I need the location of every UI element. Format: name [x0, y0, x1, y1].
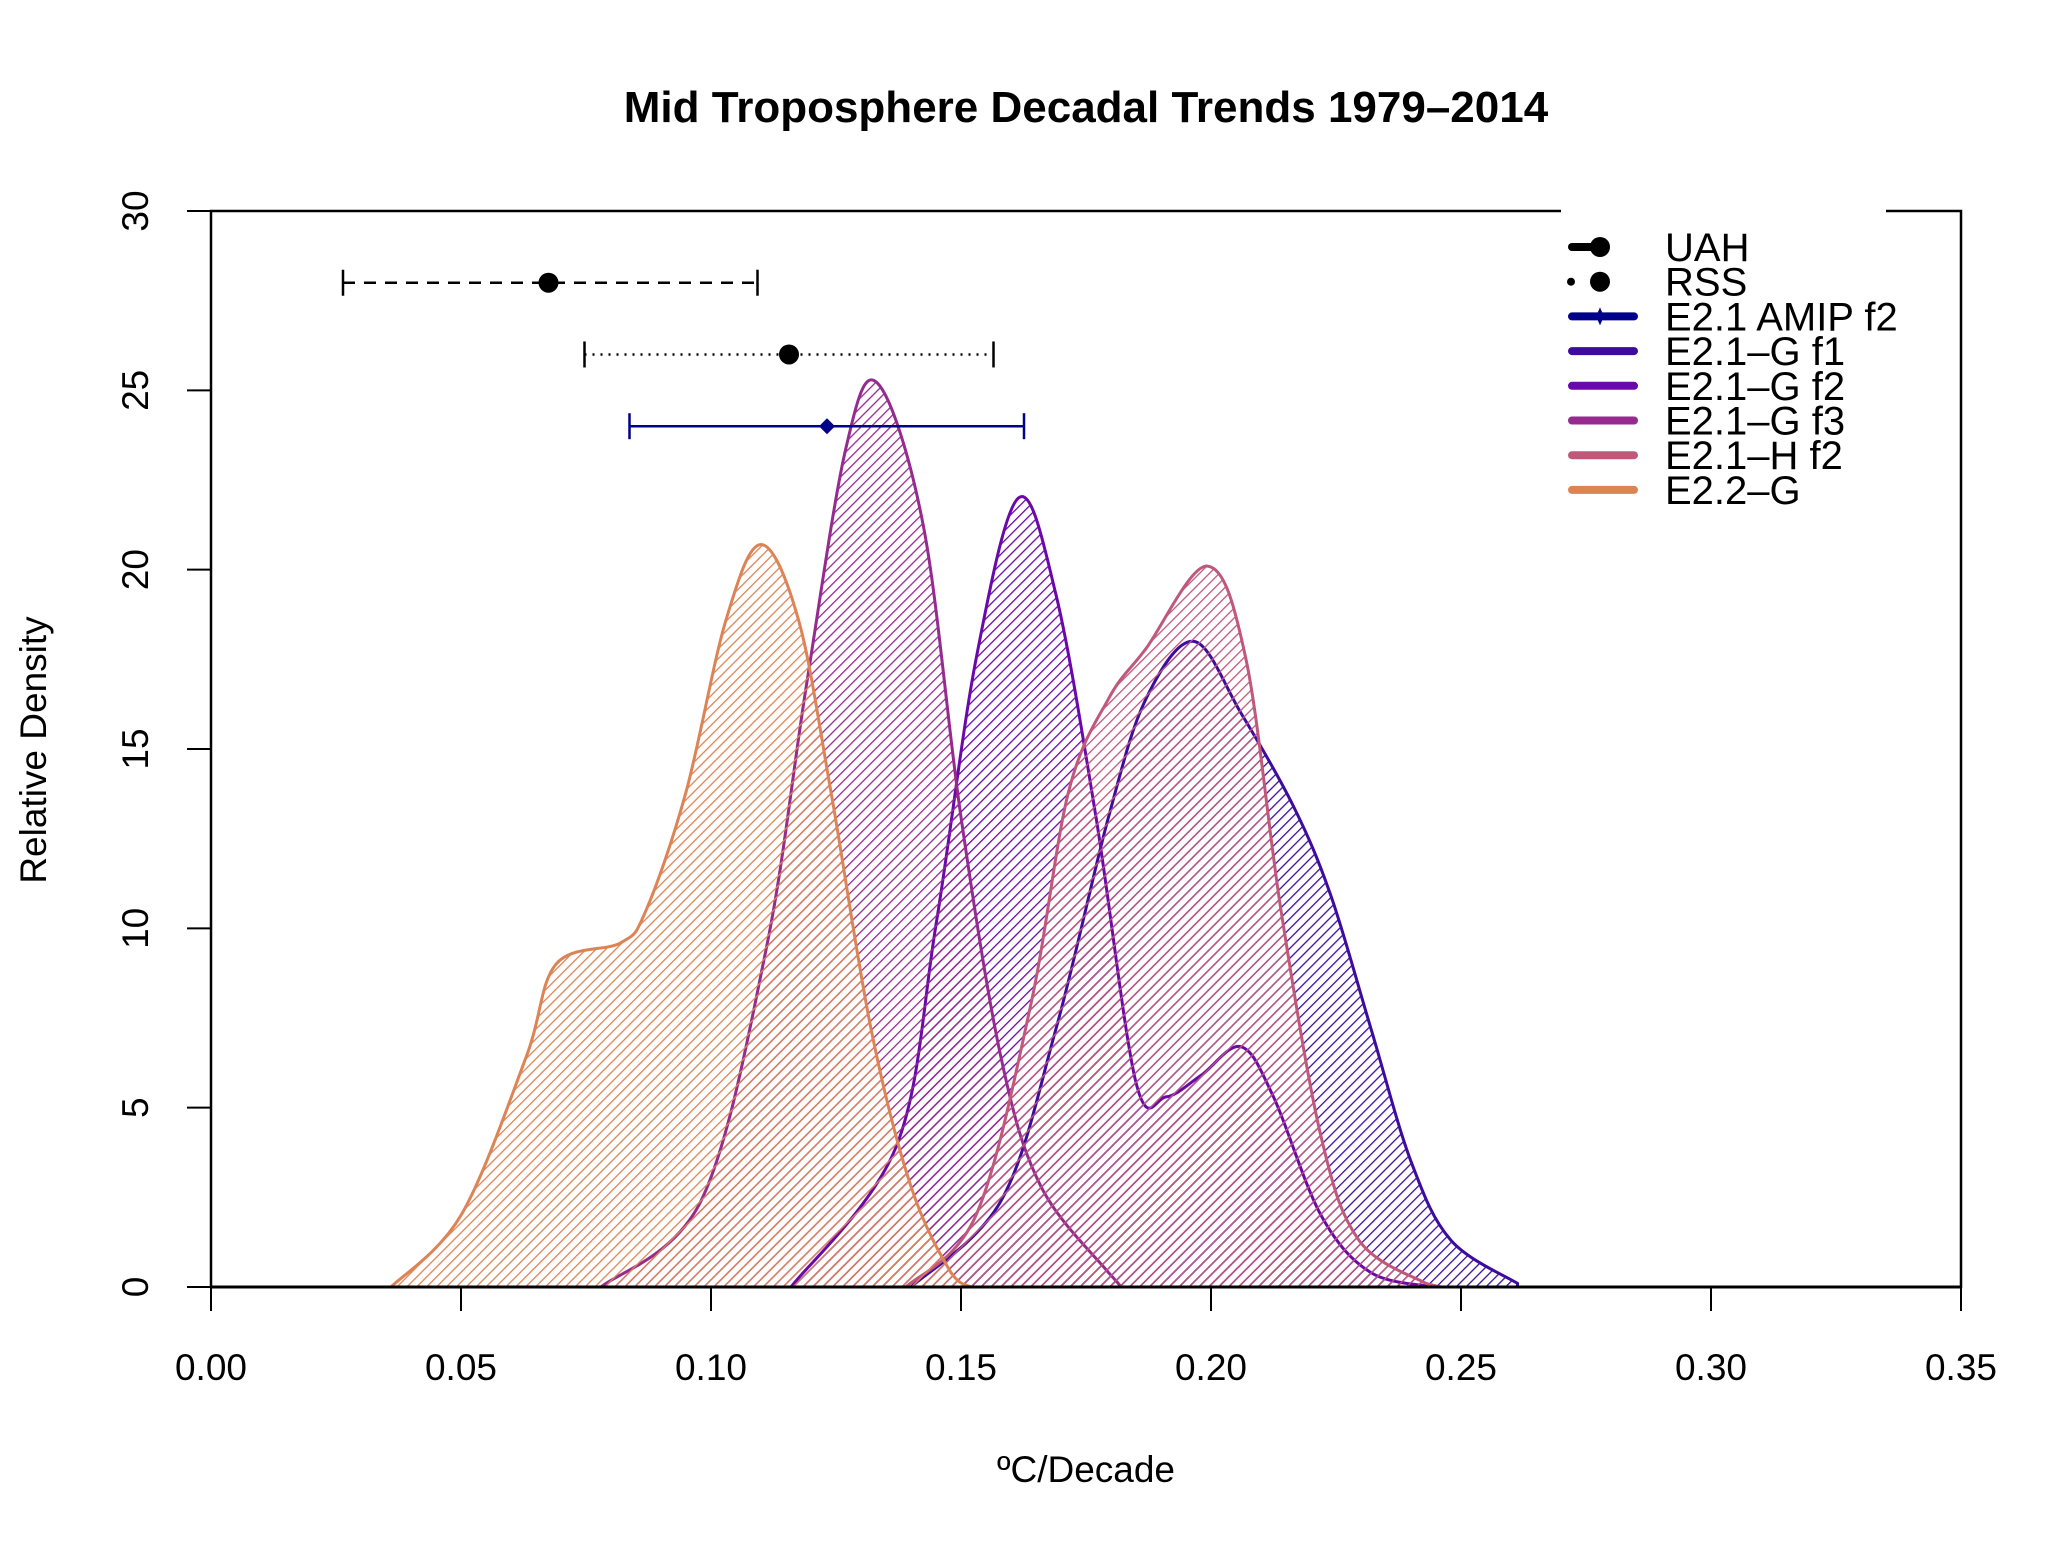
legend-label: E2.1–G f1 — [1665, 330, 1845, 374]
y-tick-label: 25 — [115, 370, 156, 411]
observation-error-bars — [341, 269, 1026, 440]
legend-label: E2.1–H f2 — [1665, 434, 1843, 478]
legend-label: E2.2–G — [1665, 469, 1801, 513]
chart-title: Mid Troposphere Decadal Trends 1979–2014 — [624, 83, 1549, 132]
legend-swatch — [1567, 277, 1575, 286]
y-axis-label: Relative Density — [13, 616, 54, 884]
x-tick-label: 0.00 — [175, 1347, 247, 1388]
x-tick-label: 0.35 — [1925, 1347, 1997, 1388]
legend-label: E2.1–G f2 — [1665, 365, 1845, 409]
legend-item: E2.1–G f1 — [1568, 330, 1845, 374]
legend-item: E2.1 AMIP f2 — [1568, 295, 1898, 339]
legend-label: E2.1 AMIP f2 — [1665, 295, 1898, 339]
legend-label: RSS — [1665, 261, 1747, 305]
legend-item: E2.1–G f2 — [1568, 365, 1845, 409]
error-bar-center-marker — [819, 418, 835, 435]
x-tick-label: 0.20 — [1175, 1347, 1247, 1388]
y-tick-label: 0 — [115, 1277, 156, 1298]
legend-item: E2.1–H f2 — [1568, 434, 1843, 478]
legend-item: RSS — [1567, 261, 1747, 305]
x-tick-label: 0.25 — [1425, 1347, 1497, 1388]
y-tick-label: 30 — [115, 190, 156, 231]
y-tick-label: 20 — [115, 549, 156, 590]
density-curve-e2-1-h-f2 — [902, 564, 1442, 1289]
y-tick-label: 10 — [115, 908, 156, 949]
x-axis: 0.00 0.05 0.10 0.15 0.20 0.25 0.30 0.35 — [175, 1285, 1997, 1388]
error-bar-rss — [583, 341, 995, 368]
density-curve-e2-2-g — [387, 543, 976, 1289]
error-bar-center-marker — [779, 344, 799, 365]
legend-background — [1561, 200, 1886, 520]
x-tick-label: 0.05 — [425, 1347, 497, 1388]
y-tick-label: 15 — [115, 728, 156, 769]
legend-item: E2.2–G — [1568, 469, 1801, 513]
x-tick-label: 0.30 — [1675, 1347, 1747, 1388]
legend-marker — [1596, 307, 1604, 326]
x-tick-label: 0.15 — [925, 1347, 997, 1388]
legend-item: UAH — [1568, 226, 1749, 270]
y-axis: 0 5 10 15 20 25 30 — [115, 190, 212, 1298]
error-bar-center-marker — [538, 272, 559, 293]
legend-label: E2.1–G f3 — [1665, 400, 1845, 444]
x-axis-label: ºC/Decade — [997, 1449, 1175, 1490]
y-tick-label: 5 — [115, 1097, 156, 1118]
error-bar-e2-1-amip-f2 — [628, 413, 1026, 440]
legend-label: UAH — [1665, 226, 1749, 270]
legend-item: E2.1–G f3 — [1568, 400, 1845, 444]
legend-marker — [1590, 271, 1610, 292]
x-tick-label: 0.10 — [675, 1347, 747, 1388]
error-bar-uah — [341, 269, 759, 296]
legend-marker — [1590, 237, 1610, 257]
density-curves — [387, 378, 1519, 1289]
